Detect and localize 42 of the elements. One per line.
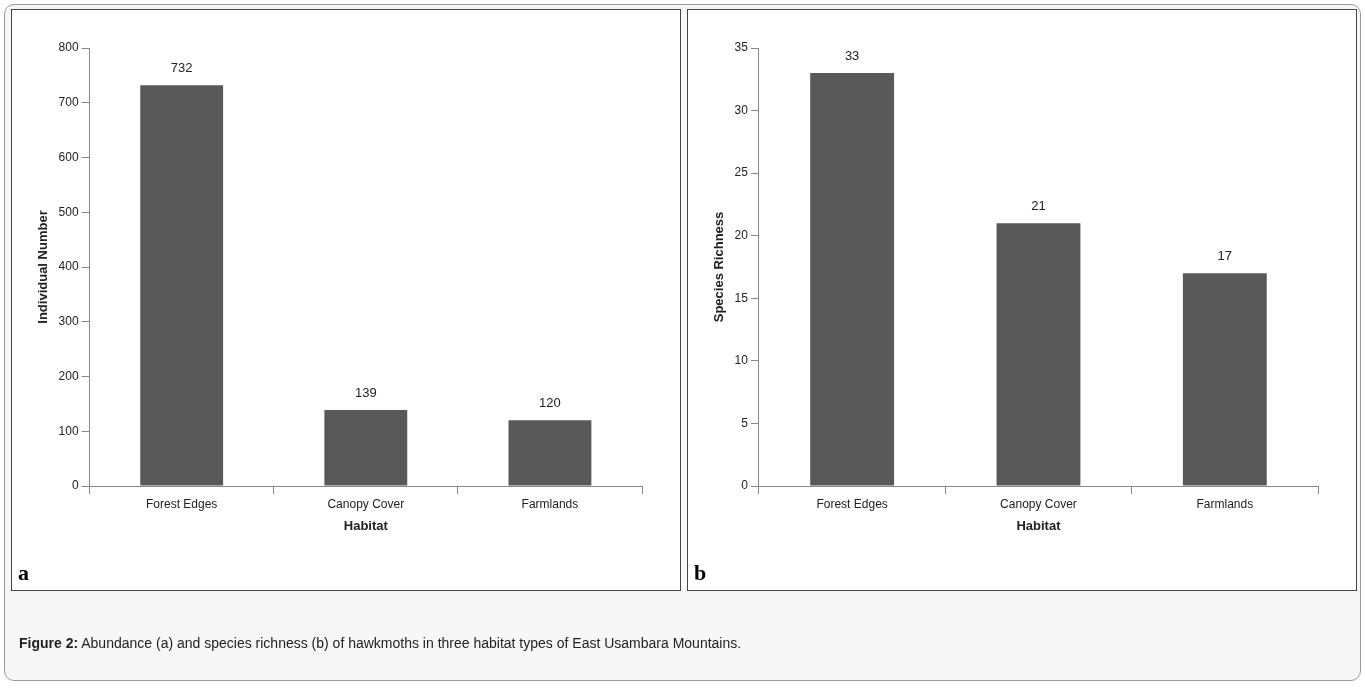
y-tick-label: 20	[734, 228, 749, 243]
y-tick-label: 0	[741, 478, 749, 493]
y-tick-label: 100	[58, 423, 79, 438]
y-tick-label: 0	[71, 478, 79, 493]
x-tick-label: Canopy Cover	[327, 496, 405, 511]
y-tick-label: 25	[734, 165, 749, 180]
bar	[810, 73, 895, 486]
y-tick-label: 30	[734, 102, 749, 117]
y-tick-label: 5	[741, 415, 749, 430]
y-tick-label: 700	[58, 95, 79, 110]
y-tick-label: 600	[58, 149, 79, 164]
x-axis-title: Habitat	[343, 517, 389, 533]
x-tick-label: Forest Edges	[816, 496, 888, 511]
y-tick-label: 800	[58, 40, 79, 55]
data-label: 33	[844, 48, 860, 64]
data-label: 139	[354, 384, 377, 400]
data-label: 732	[170, 60, 193, 76]
y-tick-label: 200	[58, 368, 79, 383]
y-axis-title: Species Richness	[711, 211, 727, 323]
y-tick-label: 15	[734, 290, 749, 305]
data-label: 120	[539, 395, 561, 411]
data-label: 21	[1031, 198, 1046, 214]
text: a	[18, 560, 29, 586]
y-tick-label: 35	[734, 40, 749, 55]
bar	[996, 223, 1081, 486]
caption: Figure 2: Abundance (a) and species richness (b) of hawkmoths in three habitat types of East Usambara Mountains.	[19, 635, 742, 651]
text: b	[694, 560, 707, 586]
bar	[140, 85, 224, 486]
bar	[1182, 273, 1267, 486]
y-axis-title: Individual Number	[35, 210, 51, 324]
y-tick-label: 300	[58, 314, 79, 329]
x-tick-label: Forest Edges	[146, 496, 218, 511]
x-tick-label: Farmlands	[521, 496, 579, 511]
data-label: 17	[1217, 248, 1233, 264]
x-tick-label: Canopy Cover	[1000, 496, 1077, 511]
bar	[508, 420, 592, 486]
x-tick-label: Farmlands	[1196, 496, 1254, 511]
y-tick-label: 400	[58, 259, 79, 274]
bar	[324, 409, 408, 486]
y-tick-label: 10	[734, 353, 749, 368]
x-axis-title: Habitat	[1016, 517, 1062, 533]
y-tick-label: 500	[58, 204, 79, 219]
